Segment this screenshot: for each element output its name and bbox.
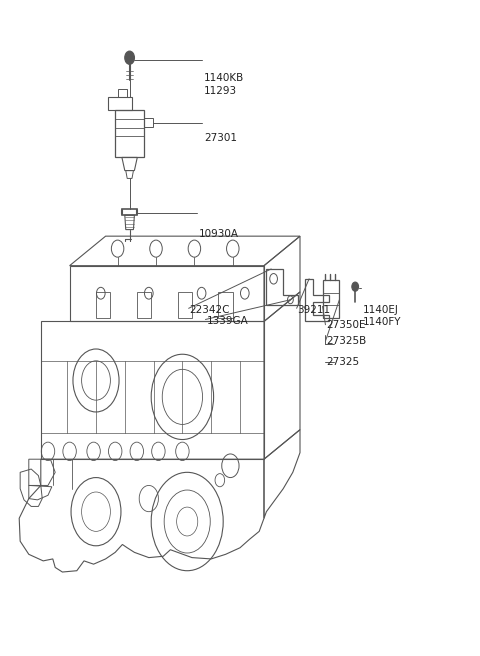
Text: 27301: 27301	[204, 133, 237, 143]
Bar	[218, 292, 233, 318]
Text: 22342C: 22342C	[190, 305, 230, 316]
Circle shape	[352, 282, 359, 291]
Text: 1339GA: 1339GA	[206, 316, 248, 327]
Bar	[137, 292, 151, 318]
Text: 27350E: 27350E	[326, 319, 366, 330]
Text: 1140EJ
1140FY: 1140EJ 1140FY	[362, 305, 401, 327]
Bar	[96, 292, 110, 318]
Text: 27325B: 27325B	[326, 336, 367, 346]
Text: 1140KB
11293: 1140KB 11293	[204, 73, 244, 96]
Text: 27325: 27325	[326, 357, 360, 367]
Text: 39211: 39211	[298, 305, 331, 316]
Bar	[178, 292, 192, 318]
Circle shape	[125, 51, 134, 64]
Text: 10930A: 10930A	[199, 229, 239, 239]
